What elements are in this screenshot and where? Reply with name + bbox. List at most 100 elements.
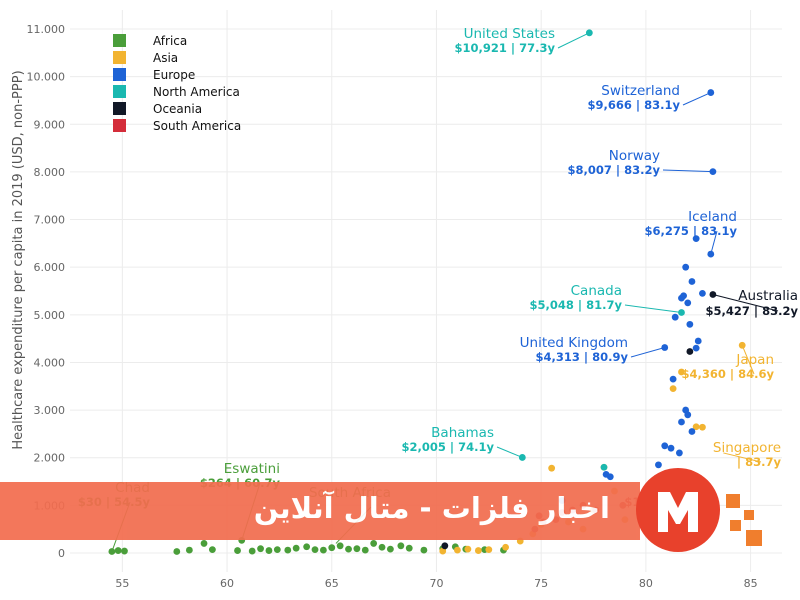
- data-point: [405, 544, 413, 552]
- data-point: [319, 546, 327, 554]
- legend-swatch: [113, 119, 126, 132]
- data-point: [397, 542, 405, 550]
- data-point: [692, 423, 700, 431]
- data-point: [292, 544, 300, 552]
- legend-label: Africa: [153, 34, 187, 48]
- annotation-value: $5,048 | 81.7y: [530, 298, 623, 312]
- logo-letter-m: [658, 492, 698, 532]
- annotation: United States$10,921 | 77.3y: [455, 26, 590, 55]
- y-tick-label: 4.000: [34, 356, 66, 369]
- data-point: [682, 263, 690, 271]
- annotation-value: $5,427 | 83.2y: [706, 304, 799, 318]
- legend-swatch: [113, 102, 126, 115]
- data-point: [121, 547, 128, 555]
- annotation: Switzerland$9,666 | 83.1y: [588, 83, 712, 112]
- annotation-value: $6,275 | 83.1y: [645, 224, 738, 238]
- data-point: [454, 546, 461, 554]
- annotation: Canada$5,048 | 81.7y: [530, 283, 682, 314]
- data-point: [303, 543, 311, 551]
- data-point: [173, 548, 181, 555]
- y-axis-title: Healthcare expenditure per capita in 201…: [11, 70, 26, 449]
- annotation-name: Eswatini: [224, 461, 280, 477]
- data-point: [667, 444, 675, 452]
- annotation: Iceland$6,275 | 83.1y: [645, 209, 738, 255]
- annotation-name: Iceland: [688, 209, 737, 225]
- data-point: [678, 418, 685, 426]
- data-point: [686, 320, 694, 328]
- data-point: [257, 545, 264, 553]
- data-point: [699, 289, 706, 297]
- logo-square-4: [746, 530, 762, 546]
- annotation-value: $2,005 | 74.1y: [402, 440, 495, 454]
- data-point: [328, 544, 336, 552]
- news-banner: اخبار فلزات - متال آنلاین: [0, 482, 640, 540]
- data-point: [311, 546, 319, 554]
- data-point: [502, 543, 509, 551]
- data-point: [655, 461, 662, 469]
- y-tick-label: 11.000: [27, 23, 66, 36]
- x-axis-ticks: 55 60 65 70 75 80 85: [115, 577, 757, 590]
- annotation-name: United Kingdom: [520, 335, 628, 351]
- data-point: [265, 547, 273, 554]
- data-point: [209, 546, 216, 554]
- data-point: [464, 545, 472, 553]
- annotation-value: $4,313 | 80.9y: [536, 350, 629, 364]
- annotation-leader: [662, 169, 713, 173]
- annotation: Bahamas$2,005 | 74.1y: [402, 425, 523, 458]
- data-point: [686, 348, 694, 355]
- annotation-value: $8,007 | 83.2y: [568, 163, 661, 177]
- y-tick-label: 0: [58, 547, 65, 560]
- banner-title: اخبار فلزات - متال آنلاین: [253, 491, 610, 525]
- data-point: [684, 411, 692, 419]
- data-point: [688, 428, 696, 435]
- data-point: [474, 547, 482, 554]
- legend-swatch: [113, 51, 126, 64]
- data-point: [378, 543, 386, 551]
- data-point: [370, 540, 378, 547]
- legend-swatch: [113, 85, 126, 98]
- data-point: [485, 546, 493, 554]
- annotation-name: Switzerland: [601, 83, 680, 99]
- logo-square-2: [744, 510, 754, 520]
- legend-swatch: [113, 68, 126, 81]
- data-point: [248, 547, 256, 555]
- annotation-name: Australia: [738, 288, 798, 304]
- data-point: [669, 385, 677, 393]
- y-tick-label: 6.000: [34, 261, 66, 274]
- annotation-leader: [712, 293, 779, 312]
- annotation-name: Canada: [571, 283, 622, 299]
- data-point: [661, 442, 669, 450]
- data-point: [692, 344, 700, 352]
- logo-square-1: [726, 494, 740, 508]
- data-point: [600, 463, 608, 471]
- data-point: [185, 546, 193, 554]
- data-point: [688, 278, 696, 285]
- annotation-leader: [630, 347, 665, 358]
- annotation-leader: [557, 32, 590, 49]
- data-point: [606, 473, 614, 481]
- annotation-name: Bahamas: [431, 425, 494, 441]
- logo-square-3: [730, 520, 741, 531]
- y-tick-label: 2.000: [34, 452, 66, 465]
- data-point: [387, 545, 394, 553]
- data-point: [345, 545, 352, 553]
- annotation-value: $10,921 | 77.3y: [455, 41, 556, 55]
- annotation-name: Norway: [609, 148, 660, 164]
- annotation-value: $4,360 | 84.6y: [682, 367, 775, 381]
- annotation-name: Singapore: [713, 440, 781, 456]
- data-point: [441, 542, 449, 550]
- annotation-leader: [496, 446, 523, 458]
- x-tick-label: 60: [220, 577, 234, 590]
- y-tick-label: 8.000: [34, 166, 66, 179]
- legend-swatch: [113, 34, 126, 47]
- legend-label: Oceania: [153, 102, 202, 116]
- data-point: [707, 250, 715, 258]
- data-point: [273, 546, 281, 554]
- annotation: Australia$5,427 | 83.2y: [706, 288, 799, 318]
- data-point: [671, 313, 679, 321]
- data-point: [699, 423, 706, 431]
- x-tick-label: 75: [534, 577, 548, 590]
- annotation-name: Japan: [735, 352, 774, 368]
- x-tick-label: 55: [115, 577, 129, 590]
